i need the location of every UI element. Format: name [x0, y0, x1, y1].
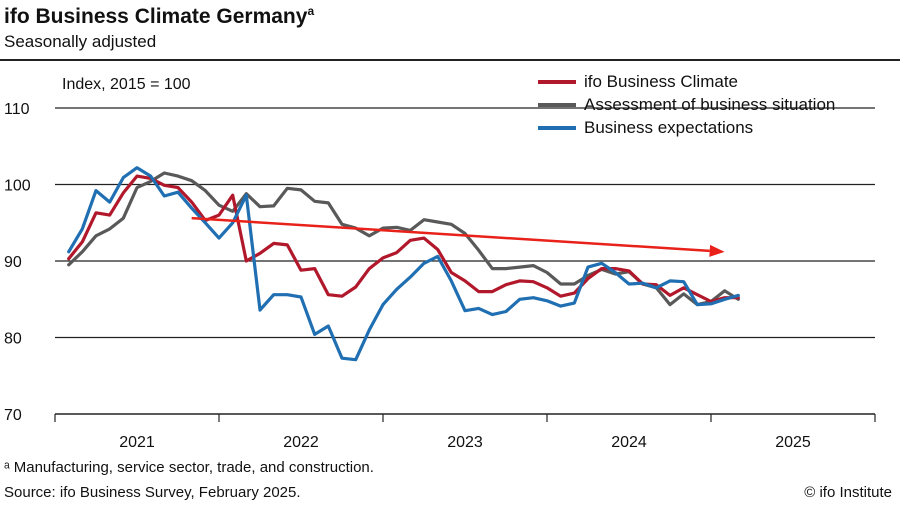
copyright-credit: © ifo Institute: [804, 484, 892, 501]
trend-arrow-shaft: [191, 216, 710, 253]
legend: ifo Business Climate Assessment of busin…: [538, 70, 835, 139]
footnote: ᵃ Manufacturing, service sector, trade, …: [4, 459, 374, 476]
legend-label-situation: Assessment of business situation: [584, 94, 836, 114]
x-tick-label-2022: 2022: [283, 434, 319, 451]
legend-label-expectations: Business expectations: [584, 117, 754, 137]
legend-item-expectations: Business expectations: [538, 116, 835, 139]
series-line-climate: [67, 174, 740, 304]
y-tick-label-70: 70: [4, 407, 22, 424]
legend-item-situation: Assessment of business situation: [538, 93, 835, 116]
x-tick-label-2024: 2024: [611, 434, 647, 451]
source-note: Source: ifo Business Survey, February 20…: [4, 484, 301, 501]
legend-swatch-expectations: [538, 125, 576, 130]
y-tick-label-110: 110: [4, 101, 30, 118]
grid-lines: [55, 107, 875, 339]
trend-arrow: [191, 216, 725, 257]
legend-label-climate: ifo Business Climate: [584, 71, 739, 91]
series-line-expectations: [67, 166, 740, 362]
legend-swatch-situation: [538, 102, 576, 107]
x-axis: 2021 2022 2023 2024 2025: [54, 413, 876, 451]
series-lines: [67, 166, 740, 362]
chart-title: ifo Business Climate Germanya: [4, 4, 315, 28]
x-tick-label-2023: 2023: [447, 434, 483, 451]
y-axis-ticks: 70 80 90 100 110: [4, 101, 31, 424]
legend-item-climate: ifo Business Climate: [538, 70, 835, 93]
x-tick-label-2025: 2025: [775, 434, 811, 451]
trend-arrow-head: [709, 244, 725, 257]
y-axis-unit-label: Index, 2015 = 100: [62, 76, 191, 93]
legend-swatch-climate: [538, 79, 576, 84]
title-footnote-marker: a: [307, 4, 315, 18]
chart-subtitle: Seasonally adjusted: [4, 32, 157, 51]
y-tick-label-90: 90: [4, 254, 22, 271]
y-tick-label-100: 100: [4, 178, 31, 195]
y-tick-label-80: 80: [4, 331, 22, 348]
header-divider: [0, 59, 900, 61]
x-tick-label-2021: 2021: [119, 434, 155, 451]
